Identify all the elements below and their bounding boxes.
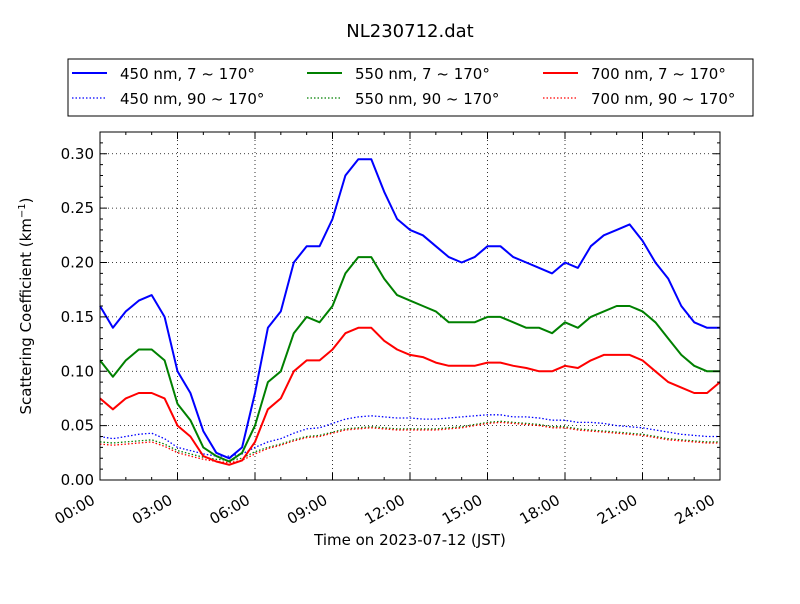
series-line-2 (99, 326, 721, 466)
series-line-5 (99, 421, 720, 464)
legend-label-2: 700 nm, 7 ~ 170° (591, 65, 726, 83)
x-tick-label: 21:00 (594, 491, 640, 528)
chart-title: NL230712.dat (346, 21, 473, 42)
series-line-0 (99, 158, 720, 460)
series-line-1 (99, 256, 720, 463)
x-tick-label: 09:00 (284, 491, 330, 528)
y-tick-label: 0.30 (61, 145, 94, 163)
axis-ticks: 00:00 03:00 06:00 09:00 12:00 15:00 18:00 21:00… (52, 132, 721, 528)
y-tick-label: 0.10 (61, 362, 94, 380)
y-axis-label-sup: −1 (17, 203, 28, 218)
y-axis-label-main: Scattering Coefficient (km (17, 218, 35, 414)
x-tick-label: 06:00 (207, 491, 253, 528)
x-axis-label: Time on 2023-07-12 (JST) (313, 531, 506, 549)
legend-label-4: 550 nm, 90 ~ 170° (355, 90, 499, 108)
x-tick-label: 12:00 (362, 491, 408, 528)
x-tick-label: 18:00 (517, 491, 563, 528)
legend-label-3: 450 nm, 90 ~ 170° (120, 90, 264, 108)
legend-label-0: 450 nm, 7 ~ 170° (120, 65, 255, 83)
legend-label-5: 700 nm, 90 ~ 170° (591, 90, 735, 108)
legend: 450 nm, 7 ~ 170° 550 nm, 7 ~ 170° 700 nm, … (67, 58, 754, 117)
series-line-4 (99, 420, 720, 462)
legend-label-1: 550 nm, 7 ~ 170° (355, 65, 490, 83)
legend-box (67, 58, 754, 117)
x-tick-label: 03:00 (129, 491, 175, 528)
y-tick-label: 0.00 (61, 471, 94, 489)
y-axis-label-close: ) (17, 197, 35, 203)
series-line-3 (99, 414, 720, 457)
y-tick-label: 0.15 (61, 308, 94, 326)
x-tick-label: 00:00 (52, 491, 98, 528)
y-axis-label: Scattering Coefficient (km−1) (17, 197, 35, 414)
y-tick-label: 0.20 (61, 254, 94, 272)
y-tick-label: 0.25 (61, 199, 94, 217)
y-tick-label: 0.05 (61, 417, 94, 435)
x-tick-label: 24:00 (672, 491, 718, 528)
series-group (99, 158, 721, 466)
x-tick-label: 15:00 (439, 491, 485, 528)
